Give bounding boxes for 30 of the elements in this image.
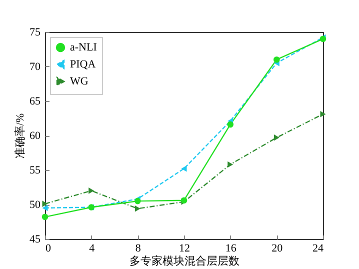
y-tick-label: 60	[30, 130, 41, 142]
x-axis-title: 多专家模块混合层层数	[130, 254, 240, 268]
x-tick-label: 24	[312, 242, 324, 254]
point	[181, 165, 187, 172]
legend-label: WG	[70, 76, 88, 88]
y-tick-label: 75	[30, 26, 41, 38]
y-tick-label: 55	[30, 164, 41, 176]
y-tick-label: 70	[30, 61, 41, 73]
x-tick-label: 20	[272, 242, 284, 254]
y-axis-title: 准确率/%	[14, 113, 26, 159]
y-tick-label: 65	[30, 96, 41, 108]
y-tick-label: 50	[30, 199, 41, 211]
legend-label: PIQA	[70, 58, 96, 70]
point	[134, 205, 140, 212]
x-tick-label: 12	[179, 242, 190, 254]
point	[42, 200, 48, 207]
y-tick-label: 45	[30, 234, 41, 246]
x-tick-label: 0	[46, 242, 52, 254]
legend-label: a-NLI	[70, 42, 98, 54]
point	[274, 134, 280, 141]
point	[274, 56, 280, 63]
x-tick-label: 16	[225, 242, 237, 254]
point	[228, 161, 234, 168]
point	[227, 121, 234, 128]
point	[88, 188, 94, 194]
point	[42, 214, 48, 220]
x-tick-label: 8	[135, 242, 142, 254]
point	[42, 204, 48, 212]
x-tick-label: 4	[89, 242, 96, 254]
point	[320, 110, 326, 118]
